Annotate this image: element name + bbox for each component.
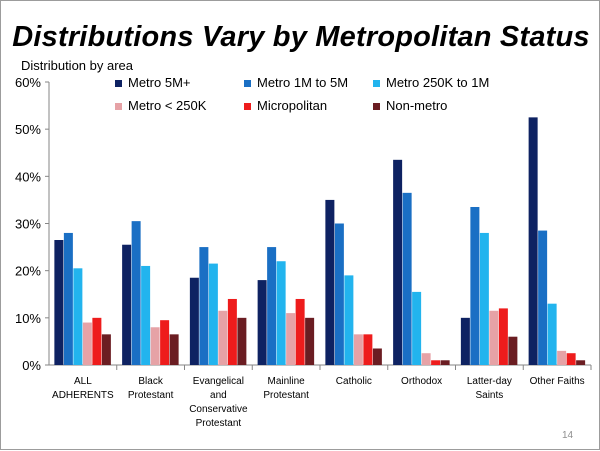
- bar: [489, 310, 499, 365]
- bar: [498, 308, 508, 365]
- bar: [267, 247, 277, 365]
- x-tick-label: Mainline Protestant: [263, 376, 309, 401]
- y-tick-label: 40%: [15, 169, 41, 184]
- page-number: 14: [562, 430, 574, 441]
- bar: [73, 268, 83, 365]
- bar: [363, 334, 373, 365]
- bar: [82, 322, 92, 365]
- y-axis-label: Distribution by area: [21, 58, 133, 73]
- bar: [325, 199, 335, 365]
- bar: [305, 317, 315, 365]
- x-tick-label-line: and: [210, 390, 227, 401]
- legend-label: Metro 5M+: [128, 75, 191, 90]
- legend-swatch: [244, 103, 251, 110]
- bar: [334, 223, 344, 365]
- bar: [169, 334, 179, 365]
- x-tick-label: Other Faiths: [530, 376, 585, 387]
- legend-label: Micropolitan: [257, 98, 327, 113]
- y-tick-label: 60%: [15, 75, 41, 90]
- bar: [199, 247, 209, 365]
- legend-label: Metro 250K to 1M: [386, 75, 489, 90]
- bar: [63, 232, 73, 365]
- legend-label: Non-metro: [386, 98, 447, 113]
- bar: [54, 240, 64, 365]
- bar: [227, 298, 237, 365]
- x-tick-label-line: Mainline: [268, 376, 306, 387]
- legend-swatch: [373, 103, 380, 110]
- x-tick-label-line: Protestant: [263, 390, 309, 401]
- x-tick-label-line: Conservative: [189, 404, 248, 415]
- bar: [353, 334, 363, 365]
- bar: [150, 327, 160, 365]
- bar: [508, 336, 518, 365]
- legend-swatch: [115, 103, 122, 110]
- x-tick-label: Evangelical and Conservative Protestant: [189, 376, 248, 429]
- bar: [237, 317, 247, 365]
- y-tick-label: 20%: [15, 264, 41, 279]
- x-tick-label-line: Protestant: [196, 418, 242, 429]
- bar: [141, 265, 151, 365]
- legend-label: Metro < 250K: [128, 98, 207, 113]
- bar: [576, 360, 586, 365]
- bar: [257, 280, 267, 365]
- x-tick-label-line: Protestant: [128, 390, 174, 401]
- legend-label: Metro 1M to 5M: [257, 75, 348, 90]
- x-tick-label: Orthodox: [401, 376, 442, 387]
- bar: [101, 334, 111, 365]
- bar: [402, 192, 412, 365]
- x-tick-label-line: Black: [138, 376, 163, 387]
- x-tick-label-line: Latter-day: [467, 376, 512, 387]
- legend-swatch: [373, 80, 380, 87]
- bar: [131, 221, 141, 365]
- bar: [566, 353, 576, 365]
- bar: [122, 244, 132, 365]
- bar: [528, 117, 538, 365]
- legend-swatch: [244, 80, 251, 87]
- x-tick-label: Catholic: [336, 376, 372, 387]
- bar: [218, 310, 228, 365]
- bar: [421, 353, 431, 365]
- bar: [286, 313, 296, 365]
- y-tick-label: 50%: [15, 122, 41, 137]
- bar: [372, 348, 382, 365]
- y-tick-label: 10%: [15, 311, 41, 326]
- bar: [276, 261, 286, 365]
- bar: [344, 275, 354, 365]
- x-tick-label: ALL ADHERENTS: [52, 376, 114, 401]
- bar: [208, 263, 218, 365]
- bar: [189, 277, 199, 365]
- bar: [393, 159, 403, 365]
- bar: [295, 298, 305, 365]
- bar: [538, 230, 548, 365]
- x-tick-label-line: Other Faiths: [530, 376, 585, 387]
- bar: [431, 360, 441, 365]
- y-tick-label: 0%: [22, 358, 41, 373]
- bar: [547, 303, 557, 365]
- y-tick-label: 30%: [15, 217, 41, 232]
- bar: [460, 317, 470, 365]
- bar: [440, 360, 450, 365]
- x-tick-label: Black Protestant: [128, 376, 174, 401]
- legend-swatch: [115, 80, 122, 87]
- bar: [92, 317, 102, 365]
- bar: [470, 206, 480, 365]
- chart-title: Distributions Vary by Metropolitan Statu…: [12, 21, 590, 53]
- x-tick-label-line: ALL: [74, 376, 92, 387]
- x-tick-label: Latter-day Saints: [467, 376, 512, 401]
- x-tick-label-line: Saints: [475, 390, 503, 401]
- bar: [557, 350, 567, 365]
- x-tick-label-line: Evangelical: [193, 376, 244, 387]
- x-tick-label-line: ADHERENTS: [52, 390, 114, 401]
- bar: [160, 320, 170, 365]
- bar: [479, 232, 489, 365]
- bar: [412, 291, 422, 365]
- x-tick-label-line: Catholic: [336, 376, 372, 387]
- x-tick-label-line: Orthodox: [401, 376, 442, 387]
